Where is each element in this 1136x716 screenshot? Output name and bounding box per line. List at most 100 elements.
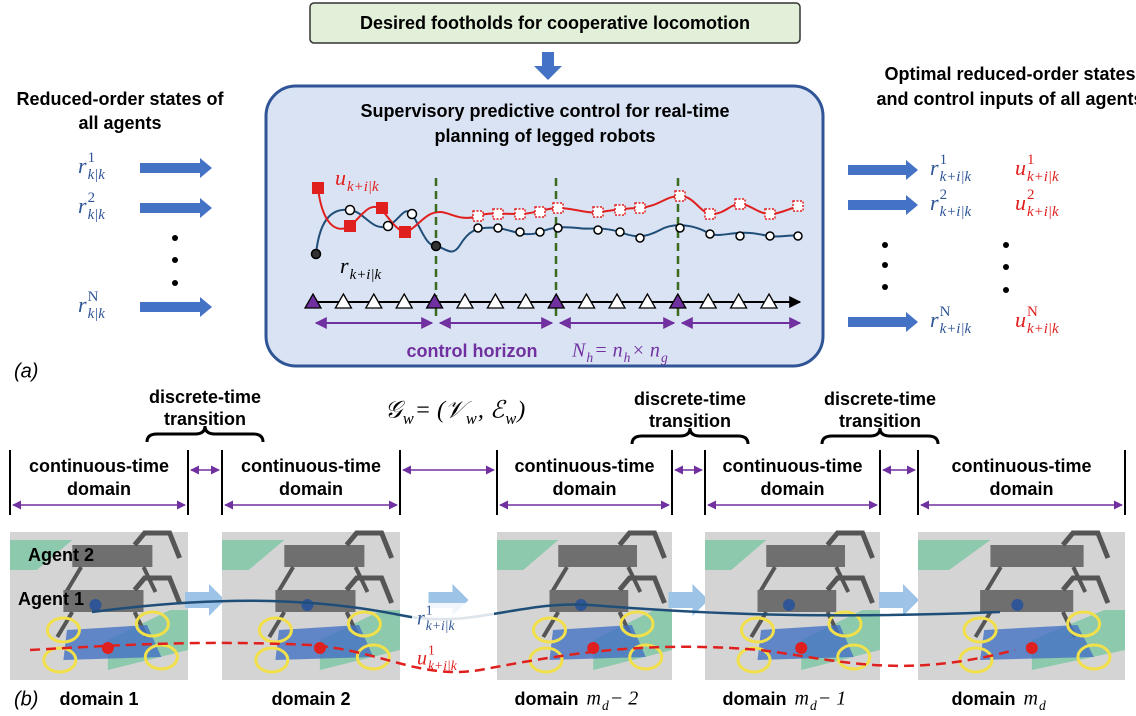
- math-base: r: [417, 608, 425, 630]
- com-red: [1026, 642, 1038, 654]
- domain-label: continuous-time: [515, 456, 655, 476]
- math-base: = (𝒱: [415, 398, 473, 424]
- state-marker: [766, 232, 774, 240]
- math: rNk+i|k: [930, 304, 972, 337]
- math-sub: k|k: [88, 207, 106, 223]
- control-marker: [493, 209, 503, 219]
- control-marker: [376, 202, 388, 214]
- math-sub: k+i|k: [428, 658, 458, 673]
- domain-name: domain 2: [271, 689, 350, 709]
- math-sub: h: [624, 350, 631, 365]
- agent-label: Agent 2: [28, 545, 94, 565]
- math: md − 1: [795, 688, 847, 714]
- state-marker: [408, 210, 417, 219]
- state-marker: [594, 226, 602, 234]
- math-sub: k+i|k: [1027, 321, 1059, 337]
- agent-label: Agent 1: [18, 589, 84, 609]
- math-sub: w: [505, 409, 516, 428]
- control-marker: [793, 201, 803, 211]
- control-marker: [553, 203, 563, 213]
- robot-body: [980, 590, 1073, 612]
- state-marker: [536, 228, 544, 236]
- math-base: = n: [594, 340, 623, 362]
- state-marker: [554, 224, 562, 232]
- math-sub: d: [602, 698, 609, 713]
- math-base: u: [1015, 190, 1026, 215]
- math-sub: d: [1039, 698, 1046, 713]
- math-sub: k+i|k: [940, 321, 972, 337]
- control-marker: [312, 182, 324, 194]
- math-base: r: [930, 190, 939, 215]
- state-marker: [494, 224, 502, 232]
- transition-label: discrete-time: [824, 389, 936, 409]
- math-sub: k|k: [88, 167, 106, 183]
- diagram: Desired footholds for cooperative locomo…: [0, 0, 1136, 716]
- com-blue: [301, 599, 313, 611]
- right-title: and control inputs of all agents: [876, 89, 1136, 109]
- math-sup: N: [88, 289, 99, 305]
- math-sub: k+i|k: [350, 267, 382, 283]
- block-arrow: [848, 312, 918, 332]
- control-marker: [593, 207, 603, 217]
- com-blue: [89, 599, 101, 611]
- math-sup: 2: [1027, 187, 1034, 203]
- left-title: all agents: [78, 113, 161, 133]
- com-blue: [783, 599, 795, 611]
- header-title: Desired footholds for cooperative locomo…: [360, 13, 750, 33]
- left-title: Reduced-order states of: [16, 89, 224, 109]
- state-marker: [616, 228, 624, 236]
- math-base: N: [571, 340, 587, 362]
- state-marker: [384, 222, 393, 231]
- transition-label: transition: [164, 409, 246, 429]
- control-marker: [735, 199, 745, 209]
- math-base: ): [515, 398, 525, 424]
- domain-label: continuous-time: [241, 456, 381, 476]
- state-marker: [474, 224, 482, 232]
- math-base: m: [587, 688, 601, 710]
- math-base: r: [930, 155, 939, 180]
- panel-label: (b): [14, 688, 38, 710]
- control-marker: [344, 220, 356, 232]
- state-marker: [312, 250, 321, 259]
- control-marker: [515, 209, 525, 219]
- math-sub: h: [586, 350, 593, 365]
- robot-image: [705, 532, 880, 680]
- math-base: u: [1015, 155, 1026, 180]
- math-sub: k+i|k: [940, 204, 972, 220]
- transition-label: transition: [649, 411, 731, 431]
- math-sup: 1: [88, 150, 95, 166]
- block-arrow: [140, 198, 212, 218]
- com-red: [314, 642, 326, 654]
- state-marker: [516, 228, 524, 236]
- math-sub: d: [810, 698, 817, 713]
- center-title: Supervisory predictive control for real-…: [360, 101, 729, 121]
- block-arrow: [140, 158, 212, 178]
- state-marker: [636, 234, 644, 242]
- com-red: [102, 642, 114, 654]
- com-blue: [1011, 599, 1023, 611]
- math-sub: g: [661, 350, 668, 365]
- robot-body: [990, 545, 1083, 567]
- block-arrow: [848, 160, 918, 180]
- control-marker: [675, 191, 685, 201]
- horizon-label: control horizon: [407, 341, 538, 361]
- state-marker: [706, 230, 714, 238]
- domain-label: continuous-time: [952, 456, 1092, 476]
- math: u1k+i|k: [1015, 152, 1059, 185]
- state-marker: [676, 224, 684, 232]
- center-title: planning of legged robots: [435, 126, 656, 146]
- math-base: r: [78, 193, 87, 218]
- domain-label: domain: [67, 479, 131, 499]
- math-sub: k|k: [88, 306, 106, 322]
- math-sup: 1: [428, 643, 435, 658]
- domain-label: domain: [552, 479, 616, 499]
- math: r1k+i|k: [930, 152, 972, 185]
- domain-name: domain: [515, 689, 579, 709]
- math-sup: 1: [940, 152, 947, 168]
- robot-body: [766, 545, 845, 567]
- domain-label: domain: [989, 479, 1053, 499]
